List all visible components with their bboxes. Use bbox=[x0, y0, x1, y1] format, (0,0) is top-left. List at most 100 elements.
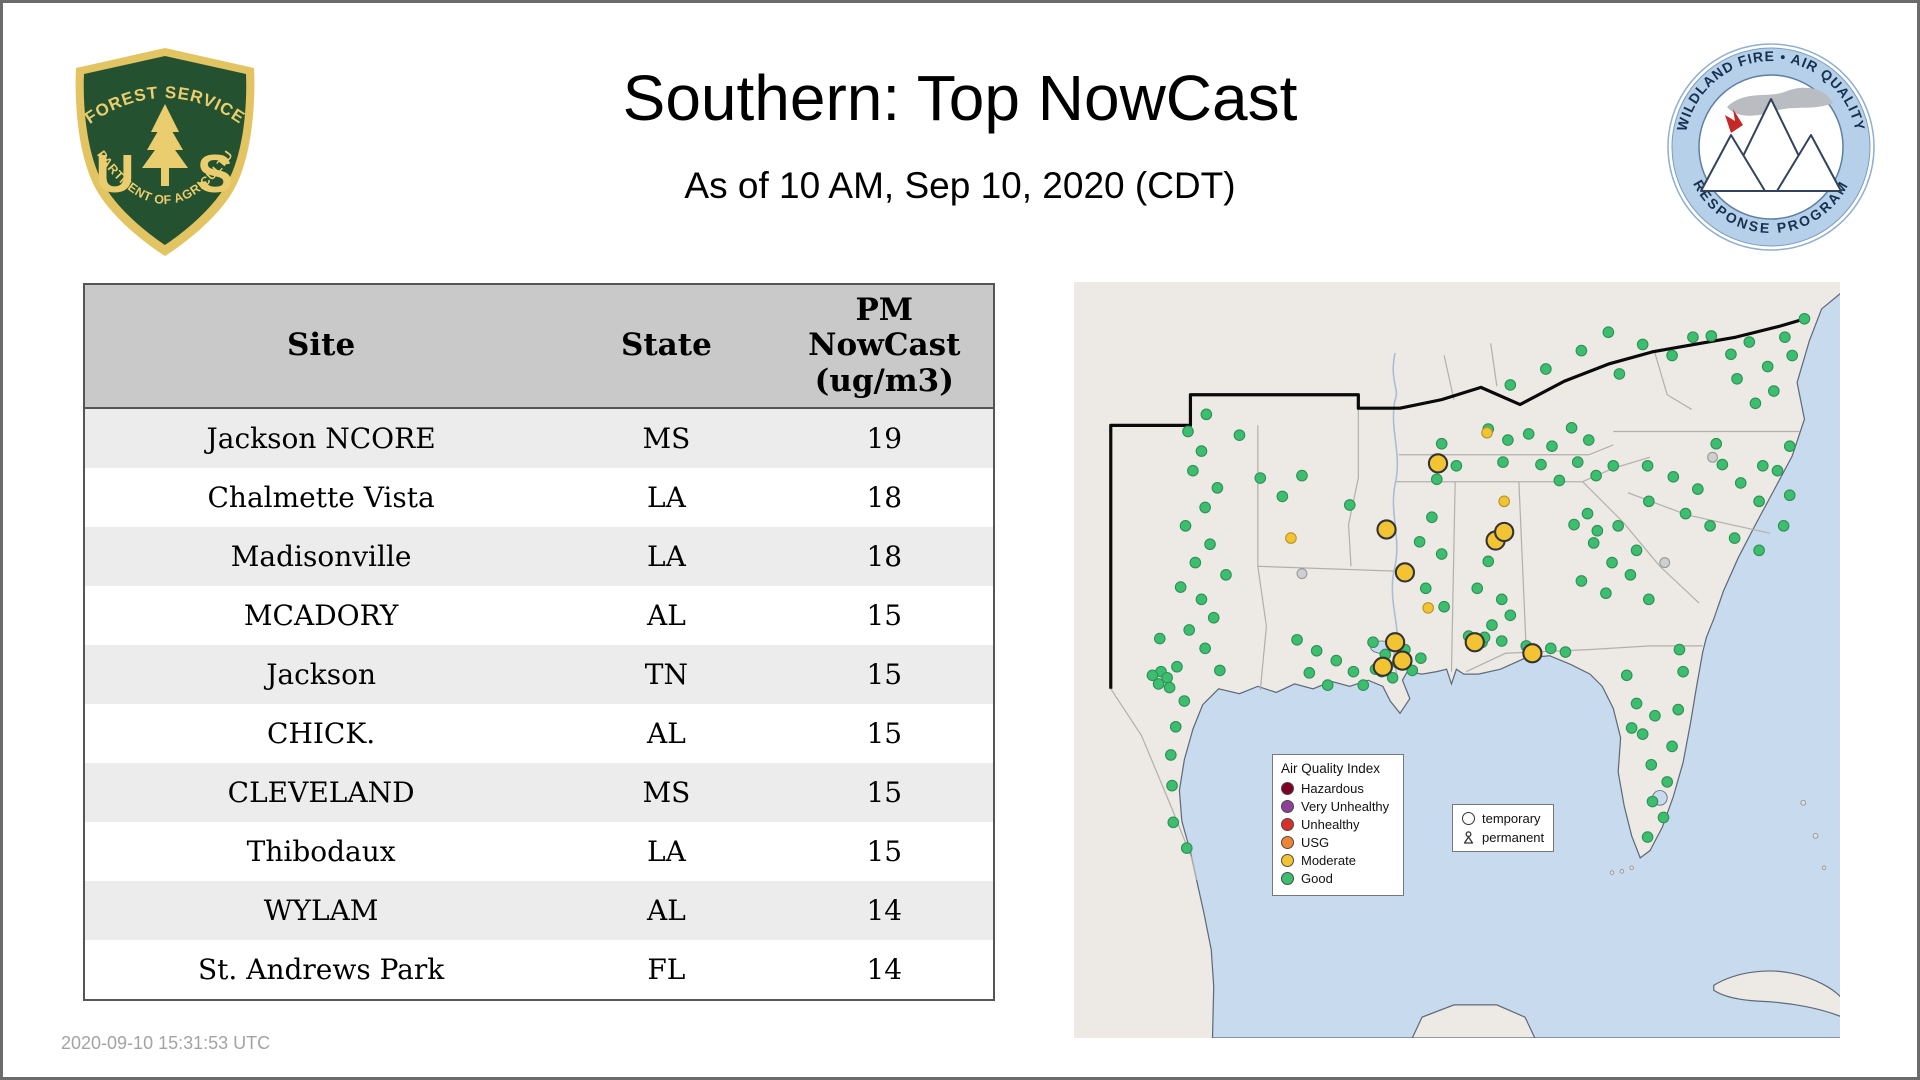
monitor-dot-good bbox=[1415, 652, 1427, 664]
monitor-dot-good bbox=[1630, 697, 1643, 710]
monitor-dot-good bbox=[1642, 593, 1655, 606]
islands bbox=[1609, 799, 1827, 875]
monitor-dot-good bbox=[1612, 520, 1624, 532]
permanent-marker-icon bbox=[1463, 831, 1474, 844]
monitor-dot-good bbox=[1673, 643, 1686, 656]
table-row: CLEVELAND MS 15 bbox=[84, 763, 994, 822]
legend-item-usg: USG bbox=[1281, 835, 1395, 850]
monitor-dot-good bbox=[1171, 660, 1183, 673]
state-borders bbox=[1110, 343, 1800, 881]
monitor-dot-moderate bbox=[1285, 532, 1297, 544]
nowcast-table-body: Jackson NCORE MS 19 Chalmette Vista LA 18 Madi… bbox=[84, 408, 994, 1000]
monitor-dot-good bbox=[1426, 511, 1438, 524]
site-cell: Chalmette Vista bbox=[207, 481, 435, 514]
temporary-marker-icon bbox=[1462, 812, 1475, 825]
monitor-dot-good bbox=[1482, 555, 1495, 568]
map-markers-layer bbox=[1146, 312, 1811, 854]
marker-type-legend: temporary permanent bbox=[1452, 804, 1555, 852]
monitor-dot-good bbox=[1666, 740, 1678, 753]
monitor-dot-good bbox=[1636, 728, 1649, 740]
monitor-dot-good bbox=[1783, 489, 1796, 502]
monitor-dot-good bbox=[1180, 842, 1193, 854]
site-cell: MCADORY bbox=[243, 599, 399, 632]
legend-item-moderate: Moderate bbox=[1281, 853, 1395, 868]
monitor-dot-good bbox=[1646, 795, 1659, 808]
permanent-legend-row: permanent bbox=[1462, 830, 1544, 845]
region-outline bbox=[1109, 316, 1810, 689]
permanent-label: permanent bbox=[1482, 830, 1545, 845]
state-cell: AL bbox=[646, 717, 686, 750]
monitor-dot-good bbox=[1276, 490, 1289, 503]
page-title: Southern: Top NowCast bbox=[622, 62, 1298, 134]
monitor-dot-good bbox=[1630, 544, 1643, 557]
mountains-icon bbox=[1700, 98, 1842, 192]
monitor-dot-good bbox=[1321, 679, 1334, 691]
value-cell: 19 bbox=[866, 422, 903, 455]
monitor-dot-good bbox=[1167, 816, 1180, 829]
value-cell: 18 bbox=[866, 481, 903, 514]
monitor-dot-good bbox=[1438, 600, 1450, 613]
monitor-dot-nodata bbox=[1296, 568, 1308, 580]
site-cell: St. Andrews Park bbox=[197, 953, 445, 986]
monitor-dot-good bbox=[1607, 459, 1620, 472]
monitor-dot-good bbox=[1207, 611, 1220, 624]
value-cell: 14 bbox=[866, 894, 903, 927]
monitor-dot-good bbox=[1183, 624, 1196, 636]
monitor-dot-good bbox=[1343, 499, 1356, 511]
monitor-dot-good bbox=[1667, 470, 1680, 483]
monitor-dot-good bbox=[1777, 520, 1790, 532]
monitor-dot-good bbox=[1771, 464, 1784, 477]
aqi-legend-items: Hazardous Very Unhealthy Unhealthy USG Moder… bbox=[1281, 781, 1395, 886]
monitor-dot-good bbox=[1233, 429, 1246, 441]
monitor-dot-good bbox=[1450, 459, 1463, 472]
monitor-dot-good bbox=[1731, 372, 1743, 385]
site-cell: CLEVELAND bbox=[227, 776, 415, 809]
monitor-dot-good bbox=[1743, 336, 1756, 348]
site-cell: CHICK. bbox=[267, 717, 376, 750]
monitor-dot-good bbox=[1166, 779, 1178, 792]
monitor-dot-good bbox=[1705, 330, 1718, 342]
legend-label: Hazardous bbox=[1301, 781, 1364, 796]
monitor-dot-good bbox=[1486, 619, 1498, 631]
monitor-dot-good bbox=[1214, 664, 1226, 677]
site-cell: Jackson NCORE bbox=[206, 422, 436, 455]
state-cell: LA bbox=[646, 540, 686, 573]
monitor-dot-good bbox=[1568, 518, 1580, 531]
yucatan-land bbox=[1411, 1004, 1536, 1038]
monitor-dot-good bbox=[1199, 642, 1211, 655]
value-cell: 15 bbox=[866, 599, 903, 632]
monitor-dot-good bbox=[1502, 434, 1514, 446]
top-nowcast-table: Site State PM NowCast (ug/m3) Jackson NCOR… bbox=[83, 283, 995, 1001]
site-cell: Thibodaux bbox=[246, 835, 396, 868]
table-row: Madisonville LA 18 bbox=[84, 527, 994, 586]
state-cell: MS bbox=[642, 776, 691, 809]
monitor-dot-good bbox=[1522, 428, 1535, 440]
nowcast-table-head: Site State PM NowCast (ug/m3) bbox=[84, 284, 994, 409]
monitor-dot-good bbox=[1761, 360, 1774, 373]
monitor-dot-good bbox=[1291, 633, 1303, 646]
aqi-legend-title: Air Quality Index bbox=[1281, 761, 1381, 776]
monitor-circle-moderate-temporary bbox=[1376, 519, 1397, 540]
table-row: WYLAM AL 14 bbox=[84, 881, 994, 940]
table-row: Jackson TN 15 bbox=[84, 645, 994, 704]
legend-item-unhealthy: Unhealthy bbox=[1281, 817, 1395, 832]
monitor-dot-good bbox=[1357, 679, 1370, 691]
monitor-dot-good bbox=[1641, 459, 1654, 472]
monitor-dot-good bbox=[1165, 749, 1177, 761]
monitor-dot-good bbox=[1753, 544, 1765, 557]
site-cell: Jackson bbox=[266, 658, 377, 691]
monitor-dot-good bbox=[1645, 758, 1658, 771]
nowcast-table: Site State PM NowCast (ug/m3) Jackson NCOR… bbox=[83, 283, 995, 1001]
monitor-dot-good bbox=[1786, 349, 1799, 362]
monitor-dot-moderate bbox=[1498, 495, 1511, 508]
wfaqrp-logo: WILDLAND FIRE • AIR QUALITY RESPONSE PRO… bbox=[1665, 41, 1877, 253]
monitor-dot-good bbox=[1649, 709, 1661, 722]
table-row: MCADORY AL 15 bbox=[84, 586, 994, 645]
monitor-dot-good bbox=[1661, 776, 1674, 788]
monitor-dot-good bbox=[1591, 524, 1604, 537]
monitor-dot-good bbox=[1636, 338, 1649, 351]
monitor-dot-good bbox=[1553, 474, 1566, 487]
legend-label: USG bbox=[1301, 835, 1330, 850]
fs-letter-u: U bbox=[96, 144, 135, 204]
